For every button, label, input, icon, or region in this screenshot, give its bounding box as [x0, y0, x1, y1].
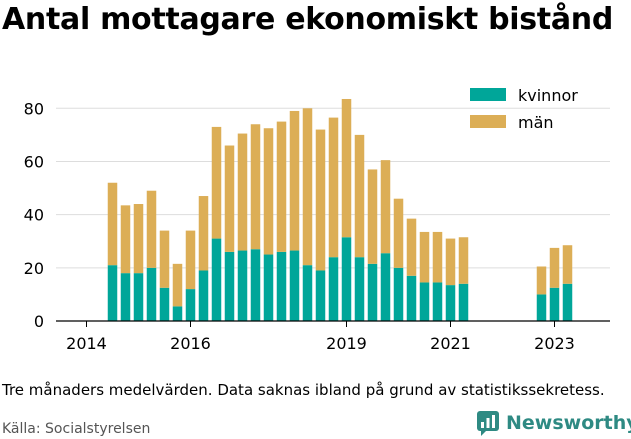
- bar-man: [250, 124, 261, 250]
- bar-man: [276, 121, 287, 252]
- bar-kvinnor: [276, 251, 287, 321]
- bar-kvinnor: [315, 270, 326, 321]
- bar-man: [133, 204, 144, 274]
- bar-kvinnor: [419, 282, 430, 321]
- bar-kvinnor: [289, 250, 300, 321]
- bar-kvinnor: [549, 287, 560, 321]
- bar-man: [224, 145, 235, 252]
- bar-man: [263, 128, 274, 255]
- legend-label-man: män: [518, 113, 554, 132]
- bar-kvinnor: [120, 273, 131, 321]
- bar-kvinnor: [406, 275, 417, 321]
- bars: [107, 98, 573, 321]
- bar-kvinnor: [393, 267, 404, 321]
- bar-kvinnor: [536, 294, 547, 321]
- bar-man: [341, 98, 352, 238]
- source-label: Källa: Socialstyrelsen: [2, 421, 151, 437]
- bar-kvinnor: [250, 249, 261, 321]
- bar-kvinnor: [159, 287, 170, 321]
- bar-man: [406, 218, 417, 276]
- bar-man: [237, 133, 248, 251]
- bar-man: [354, 134, 365, 258]
- bar-man: [445, 238, 456, 286]
- y-tick-label: 80: [24, 99, 44, 118]
- bar-kvinnor: [562, 283, 573, 321]
- bar-kvinnor: [172, 306, 183, 321]
- bar-kvinnor: [198, 270, 209, 321]
- stacked-bar-chart: 0 20 40 60 80 2014 2016 2019 2021 2023 kvinnor m…: [24, 86, 610, 353]
- bar-kvinnor: [328, 257, 339, 321]
- bar-man: [419, 231, 430, 283]
- y-tick-label: 0: [34, 312, 44, 331]
- bar-man: [315, 129, 326, 271]
- bar-man: [211, 126, 222, 239]
- bar-kvinnor: [185, 289, 196, 321]
- x-tick-label: 2019: [326, 334, 367, 353]
- x-tick-label: 2016: [170, 334, 211, 353]
- bar-kvinnor: [146, 267, 157, 321]
- bar-man: [328, 117, 339, 258]
- bar-man: [107, 182, 118, 266]
- bar-kvinnor: [380, 253, 391, 321]
- legend-label-kvinnor: kvinnor: [518, 86, 578, 105]
- bar-man: [289, 110, 300, 251]
- legend-swatch-man: [470, 115, 506, 128]
- x-tick-label: 2023: [534, 334, 575, 353]
- y-tick-label: 40: [24, 206, 44, 225]
- bar-man: [367, 169, 378, 264]
- bar-kvinnor: [302, 265, 313, 321]
- bar-man: [146, 190, 157, 268]
- legend-swatch-kvinnor: [470, 88, 506, 101]
- bar-kvinnor: [237, 250, 248, 321]
- legend: kvinnor män: [470, 86, 578, 132]
- bar-man: [380, 160, 391, 254]
- bar-kvinnor: [107, 265, 118, 321]
- bar-man: [458, 237, 469, 284]
- bar-kvinnor: [458, 283, 469, 321]
- bar-kvinnor: [211, 238, 222, 321]
- chart-note: Tre månaders medelvärden. Data saknas ib…: [2, 381, 605, 399]
- bar-kvinnor: [354, 257, 365, 321]
- bar-kvinnor: [367, 263, 378, 321]
- bar-man: [172, 263, 183, 307]
- x-tick-label: 2021: [430, 334, 471, 353]
- bar-man: [393, 198, 404, 268]
- bar-kvinnor: [341, 237, 352, 321]
- bar-man: [536, 266, 547, 295]
- newsworthy-icon: [477, 411, 499, 436]
- bar-man: [120, 205, 131, 274]
- y-tick-label: 20: [24, 259, 44, 278]
- bar-man: [302, 108, 313, 266]
- bar-kvinnor: [432, 282, 443, 321]
- bar-man: [198, 196, 209, 271]
- bar-man: [159, 230, 170, 288]
- bar-kvinnor: [133, 273, 144, 321]
- axes: 2014 2016 2019 2021 2023: [56, 320, 610, 353]
- bar-man: [185, 230, 196, 290]
- chart-title: Antal mottagare ekonomiskt bistånd: [2, 2, 614, 37]
- brand-name: Newsworthy: [506, 412, 631, 434]
- bar-man: [432, 231, 443, 283]
- y-tick-label: 60: [24, 152, 44, 171]
- x-tick-label: 2014: [66, 334, 107, 353]
- bar-kvinnor: [445, 285, 456, 321]
- bar-man: [562, 245, 573, 284]
- bar-kvinnor: [263, 254, 274, 321]
- bar-kvinnor: [224, 251, 235, 321]
- newsworthy-logo: Newsworthy: [476, 410, 631, 436]
- bar-man: [549, 247, 560, 288]
